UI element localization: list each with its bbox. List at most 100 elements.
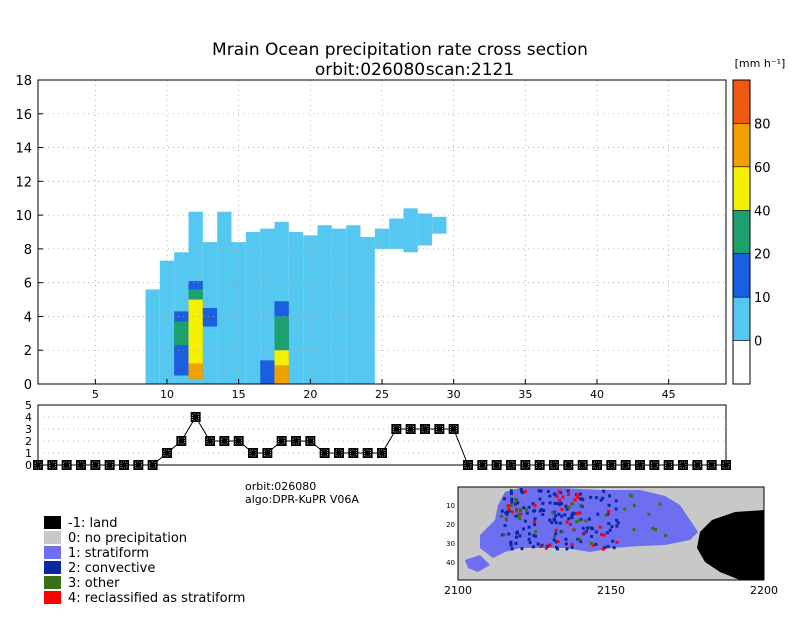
- legend-swatch: [44, 561, 61, 574]
- y-tick-label: 14: [15, 142, 32, 157]
- map-other-pixel: [651, 526, 655, 530]
- type-marker-inner: [192, 413, 199, 421]
- map-other-pixel: [664, 533, 668, 537]
- type-marker-inner: [335, 449, 343, 457]
- colorbar-tick-label: 0: [754, 335, 762, 350]
- map-convective-pixel: [513, 502, 517, 506]
- map-convective-pixel: [525, 511, 529, 515]
- colorbar-tick-label: 40: [754, 204, 771, 219]
- map-convective-pixel: [533, 517, 537, 521]
- precip-cell: [188, 363, 203, 379]
- type-marker: [463, 460, 473, 470]
- map-other-pixel: [567, 505, 571, 509]
- map-convective-pixel: [590, 534, 594, 538]
- map-convective-pixel: [578, 492, 582, 496]
- precip-cell: [245, 232, 261, 384]
- map-convective-pixel: [576, 537, 580, 541]
- precip-cell: [260, 360, 275, 384]
- type-marker: [33, 460, 43, 470]
- type-marker: [549, 460, 559, 470]
- map-other-pixel: [632, 504, 636, 508]
- precip-cell: [174, 321, 189, 346]
- map-convective-pixel: [552, 492, 556, 496]
- main-axes: 0 2 4 6 8 10 12 14 16 18 5 10 15 20 25 30 35 40 45: [15, 74, 675, 401]
- map-convective-pixel: [548, 494, 552, 498]
- map-convective-pixel: [527, 505, 531, 509]
- y-tick-label: 6: [24, 277, 32, 292]
- map-convective-pixel: [541, 501, 545, 505]
- colorbar-bin: [733, 123, 750, 167]
- map-other-pixel: [630, 494, 634, 498]
- x-tick-label: 15: [232, 388, 246, 401]
- map-convective-pixel: [540, 508, 544, 512]
- swath-map: 2100 2150 2200 10 20 30 40: [444, 486, 778, 597]
- map-convective-pixel: [532, 533, 536, 537]
- map-reclassified-pixel: [556, 540, 560, 544]
- colorbar-tick-label: 10: [754, 291, 771, 306]
- map-reclassified-pixel: [558, 499, 562, 503]
- type-marker-inner: [364, 449, 371, 457]
- type-y-tick-label: 3: [25, 423, 32, 436]
- map-convective-pixel: [500, 509, 504, 513]
- map-convective-pixel: [515, 530, 519, 534]
- map-convective-pixel: [536, 542, 540, 546]
- type-marker: [678, 460, 688, 470]
- precip-cell: [202, 308, 218, 327]
- map-convective-pixel: [601, 496, 605, 500]
- precip-cell: [303, 235, 318, 384]
- type-marker: [649, 460, 660, 470]
- legend-label: 2: convective: [68, 561, 155, 576]
- precip-cell: [374, 228, 390, 249]
- map-other-pixel: [578, 518, 582, 522]
- map-convective-pixel: [538, 497, 542, 501]
- map-x-tick-label: 2150: [597, 584, 625, 597]
- map-reclassified-pixel: [560, 507, 564, 511]
- map-other-pixel: [658, 502, 662, 506]
- map-other-pixel: [575, 520, 579, 524]
- type-marker-inner: [522, 461, 529, 469]
- type-marker-inner: [378, 449, 386, 457]
- type-marker-inner: [49, 461, 56, 469]
- map-reclassified-pixel: [539, 545, 543, 549]
- map-convective-pixel: [546, 489, 550, 493]
- map-convective-pixel: [537, 489, 541, 493]
- colorbar-tick-label: 20: [754, 248, 771, 263]
- type-y-tick-label: 1: [25, 447, 32, 460]
- type-marker-inner: [106, 461, 113, 469]
- map-reclassified-pixel: [524, 490, 528, 494]
- type-marker-inner: [350, 449, 357, 457]
- legend-label: -1: land: [68, 516, 118, 531]
- precip-cell: [260, 228, 275, 384]
- map-x-tick-label: 2200: [750, 584, 778, 597]
- precip-cell: [217, 211, 232, 384]
- map-convective-pixel: [510, 547, 514, 551]
- type-y-tick-label: 0: [25, 459, 32, 472]
- colorbar-bin: [733, 340, 750, 384]
- type-marker: [563, 460, 574, 470]
- map-convective-pixel: [599, 498, 603, 502]
- map-reclassified-pixel: [532, 520, 536, 524]
- type-marker: [405, 424, 416, 434]
- map-convective-pixel: [522, 527, 526, 531]
- type-marker-inner: [120, 461, 128, 469]
- map-convective-pixel: [519, 488, 523, 492]
- map-convective-pixel: [516, 501, 520, 505]
- type-marker: [448, 424, 459, 434]
- type-marker: [76, 460, 86, 470]
- type-marker: [119, 460, 129, 470]
- chart-title: Mrain Ocean precipitation rate cross sec…: [212, 40, 588, 60]
- map-convective-pixel: [518, 534, 522, 538]
- map-reclassified-pixel: [573, 498, 577, 502]
- map-convective-pixel: [514, 541, 518, 545]
- main-grid: [38, 80, 726, 384]
- y-tick-label: 16: [15, 108, 32, 123]
- map-reclassified-pixel: [576, 495, 580, 499]
- map-convective-pixel: [557, 512, 561, 516]
- type-marker-inner: [393, 425, 400, 433]
- map-convective-pixel: [528, 541, 532, 545]
- map-convective-pixel: [560, 514, 564, 518]
- map-convective-pixel: [542, 509, 546, 513]
- map-reclassified-pixel: [598, 525, 602, 529]
